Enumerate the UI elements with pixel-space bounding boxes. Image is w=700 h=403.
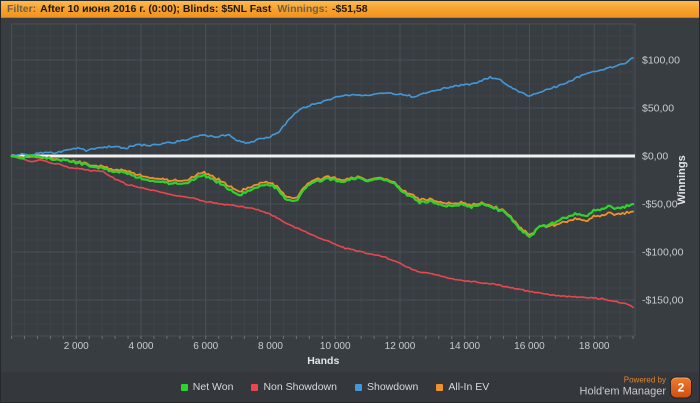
x-tick-label: 16 000: [514, 341, 545, 352]
grid-major: [11, 24, 635, 336]
winnings-value: -$51,58: [332, 3, 368, 15]
x-tick-label: 14 000: [449, 341, 480, 352]
y-tick-label: $0,00: [642, 151, 668, 163]
legend-swatch-showdown: [354, 383, 362, 391]
x-tick-label: 12 000: [385, 341, 416, 352]
y-axis-title: Winnings: [676, 155, 688, 204]
x-tick-label: 8 000: [258, 341, 283, 352]
filter-label: Filter:: [7, 3, 37, 15]
y-tick-label: -$100,00: [642, 247, 684, 259]
filter-bar[interactable]: Filter: After 10 июня 2016 г. (0:00); Bl…: [1, 1, 699, 18]
y-tick-label: $50,00: [642, 103, 674, 115]
legend-label: All-In EV: [448, 381, 490, 393]
bottom-bar: Net Won Non Showdown Showdown All-In EV Pow…: [1, 372, 699, 402]
legend-item-net-won[interactable]: Net Won: [180, 381, 234, 393]
legend-label: Showdown: [366, 381, 419, 393]
legend-swatch-all-in-ev: [436, 383, 444, 391]
legend-swatch-net-won: [180, 383, 188, 391]
y-tick-label: $100,00: [642, 55, 680, 67]
series-showdown: [10, 57, 634, 157]
x-tick-label: 6 000: [193, 341, 218, 352]
chart-legend: Net Won Non Showdown Showdown All-In EV: [180, 381, 489, 393]
legend-label: Net Won: [192, 381, 234, 393]
y-tick-label: -$150,00: [642, 295, 684, 307]
filter-value: After 10 июня 2016 г. (0:00); Blinds: $5…: [40, 3, 272, 15]
x-axis-title: Hands: [307, 355, 339, 367]
plot-border: [11, 23, 636, 337]
branding: Powered by Hold'em Manager 2: [579, 375, 691, 398]
x-axis-ticks: [11, 336, 634, 339]
legend-item-showdown[interactable]: Showdown: [354, 381, 419, 393]
legend-item-non-showdown[interactable]: Non Showdown: [251, 381, 337, 393]
legend-item-all-in-ev[interactable]: All-In EV: [436, 381, 489, 393]
x-tick-label: 2 000: [64, 341, 89, 352]
chart-svg[interactable]: 2 000 4 000 6 000 8 000 10 000 12 000 14 000 16…: [1, 18, 700, 372]
chart-area: 2 000 4 000 6 000 8 000 10 000 12 000 14 000 16…: [1, 18, 700, 372]
series-non-showdown: [10, 155, 634, 309]
hm2-logo-badge: 2: [671, 377, 691, 397]
x-tick-label: 10 000: [320, 341, 351, 352]
powered-by-text: Powered by: [623, 375, 666, 385]
series-all-in-ev: [10, 154, 634, 236]
winnings-label: Winnings:: [277, 3, 328, 15]
legend-swatch-non-showdown: [251, 383, 259, 391]
series-net-won: [10, 154, 635, 238]
y-tick-label: -$50,00: [642, 199, 678, 211]
x-tick-label: 18 000: [579, 341, 610, 352]
x-tick-label: 4 000: [128, 341, 153, 352]
legend-label: Non Showdown: [263, 381, 337, 393]
app-name-text: Hold'em Manager: [579, 385, 666, 398]
